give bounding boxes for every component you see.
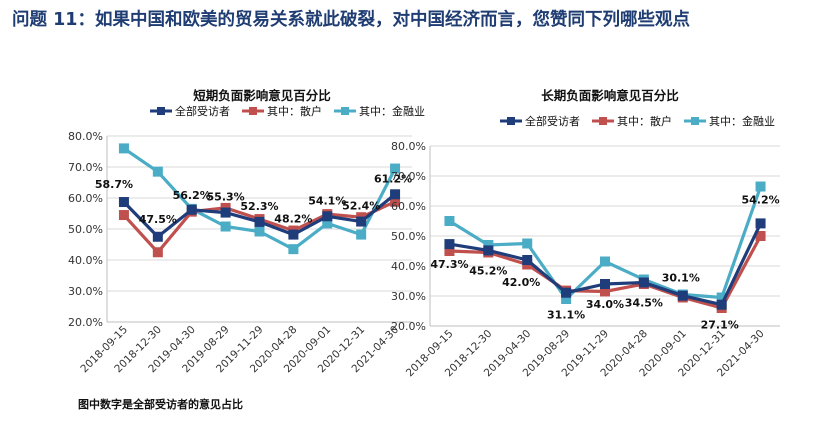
- point-all: [220, 207, 231, 218]
- y-tick-label: 70.0%: [391, 170, 426, 183]
- legend-marker-retail: [249, 107, 257, 115]
- point-all: [322, 211, 333, 222]
- y-tick-label: 60.0%: [68, 192, 103, 205]
- data-label: 47.5%: [139, 213, 177, 226]
- data-label: 30.1%: [662, 272, 700, 285]
- y-tick-label: 30.0%: [391, 290, 426, 303]
- legend-marker-finance: [691, 117, 699, 125]
- footnote: 图中数字是全部受访者的意见占比: [78, 398, 243, 411]
- y-tick-label: 20.0%: [68, 316, 103, 329]
- point-all: [356, 216, 367, 227]
- data-label: 52.4%: [342, 200, 380, 213]
- data-label: 54.1%: [308, 194, 346, 207]
- legend-label-retail: 其中：散户: [267, 104, 322, 118]
- point-finance: [755, 181, 766, 192]
- point-all: [755, 218, 766, 229]
- point-all: [522, 255, 533, 265]
- short-chart-title: 短期负面影响意见百分比: [193, 88, 331, 103]
- point-finance: [322, 218, 333, 229]
- point-finance: [600, 256, 610, 267]
- point-all: [600, 279, 610, 289]
- y-tick-label: 20.0%: [391, 320, 426, 333]
- data-label: 48.2%: [274, 213, 312, 226]
- point-all: [716, 299, 727, 310]
- point-finance: [254, 226, 265, 237]
- point-all: [677, 290, 688, 301]
- point-all: [186, 204, 197, 215]
- legend-marker-all: [157, 107, 165, 115]
- point-finance: [288, 244, 299, 255]
- point-finance: [118, 143, 129, 154]
- point-finance: [483, 240, 494, 250]
- point-retail: [390, 196, 401, 207]
- data-label: 54.2%: [741, 193, 779, 206]
- legend-label-all: 全部受访者: [175, 104, 230, 118]
- point-finance: [152, 166, 163, 177]
- point-retail: [152, 247, 163, 258]
- point-all: [288, 229, 299, 240]
- point-finance: [356, 229, 367, 240]
- point-finance: [716, 292, 727, 303]
- data-label: 42.0%: [502, 276, 540, 289]
- data-label: 56.2%: [173, 189, 211, 202]
- y-tick-label: 60.0%: [391, 200, 426, 213]
- legend-marker-finance: [341, 107, 349, 115]
- data-label: 58.7%: [95, 178, 133, 191]
- point-finance: [220, 221, 231, 232]
- data-label: 61.2%: [374, 172, 412, 185]
- point-all: [444, 239, 455, 250]
- point-all: [152, 231, 163, 242]
- point-finance: [561, 294, 572, 304]
- point-all: [561, 287, 572, 298]
- y-tick-label: 80.0%: [68, 130, 103, 143]
- legend-marker-retail: [599, 117, 607, 125]
- long-chart-title: 长期负面影响意见百分比: [541, 88, 679, 103]
- point-retail: [444, 246, 455, 256]
- y-tick-label: 70.0%: [68, 161, 103, 174]
- legend-label-finance: 其中：金融业: [709, 114, 775, 128]
- point-retail: [600, 286, 610, 297]
- data-label: 31.1%: [547, 309, 585, 322]
- legend-marker-all: [507, 117, 515, 125]
- y-tick-label: 30.0%: [68, 285, 103, 298]
- y-tick-label: 40.0%: [391, 260, 426, 273]
- point-retail: [755, 231, 766, 241]
- point-all: [638, 277, 649, 288]
- point-all: [483, 245, 494, 256]
- y-tick-label: 40.0%: [68, 254, 103, 267]
- y-tick-label: 80.0%: [391, 140, 426, 153]
- page-title: 问题 11：如果中国和欧美的贸易关系就此破裂，对中国经济而言，您赞同下列哪些观点: [12, 10, 690, 30]
- legend-label-all: 全部受访者: [525, 114, 580, 128]
- legend-label-finance: 其中：金融业: [359, 104, 425, 118]
- point-finance: [522, 238, 533, 249]
- data-label: 52.3%: [240, 200, 278, 213]
- legend-label-retail: 其中：散户: [617, 114, 672, 128]
- point-all: [254, 216, 265, 227]
- data-label: 34.5%: [625, 297, 663, 310]
- data-label: 55.3%: [207, 191, 245, 204]
- data-label: 27.1%: [701, 319, 739, 332]
- point-all: [390, 189, 401, 200]
- point-finance: [444, 216, 455, 226]
- point-all: [118, 197, 129, 208]
- y-tick-label: 50.0%: [68, 223, 103, 236]
- point-retail: [118, 210, 129, 221]
- data-label: 45.2%: [469, 264, 507, 277]
- y-tick-label: 50.0%: [391, 230, 426, 243]
- data-label: 47.3%: [430, 258, 468, 271]
- data-label: 34.0%: [586, 298, 624, 311]
- point-finance: [390, 163, 401, 174]
